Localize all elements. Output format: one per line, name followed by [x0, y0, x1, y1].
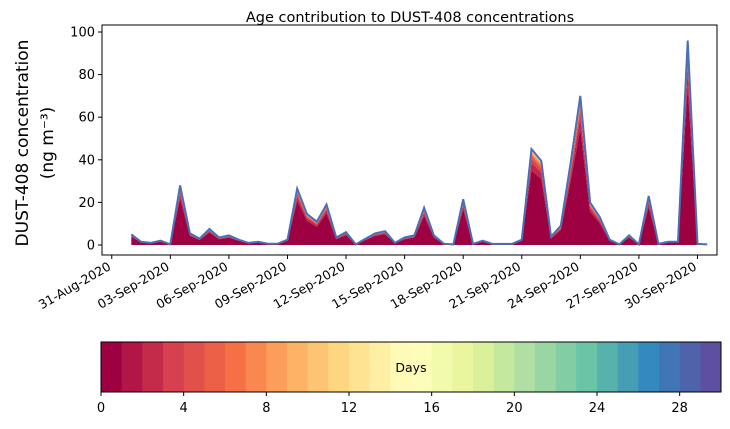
total-concentration-line — [130, 40, 708, 247]
colorbar-bin — [266, 342, 288, 392]
plot-frame — [101, 24, 718, 256]
colorbar-bin — [163, 342, 185, 392]
colorbar-bin — [245, 342, 267, 392]
colorbar-bin — [142, 342, 164, 392]
stacked-areas — [130, 40, 708, 247]
age-layer-area-4 — [131, 48, 708, 245]
colorbar-tick-label: 4 — [180, 401, 188, 416]
age-layer-area-3 — [131, 52, 708, 245]
x-ticks: 31-Aug-202003-Sep-202006-Sep-202009-Sep-… — [36, 255, 699, 312]
colorbar-tick-label: 12 — [341, 401, 358, 416]
colorbar-bin — [369, 342, 391, 392]
colorbar-bin — [597, 342, 619, 392]
colorbar-bin — [225, 342, 247, 392]
colorbar-label: Days — [395, 360, 426, 375]
colorbar: 0 4 8 12 16 20 24 28 — [97, 341, 722, 416]
colorbar-bin — [390, 342, 412, 392]
colorbar-bin — [638, 342, 660, 392]
y-axis-label-line2: (ng m⁻³) — [38, 107, 58, 180]
y-tick-label: 100 — [70, 26, 95, 41]
colorbar-bin — [576, 342, 598, 392]
y-tick-label: 60 — [78, 111, 95, 126]
age-layer-area-5 — [131, 45, 708, 245]
colorbar-bin — [101, 342, 123, 392]
age-layer-area-8 — [131, 40, 708, 245]
colorbar-bin — [514, 342, 536, 392]
colorbar-bin — [183, 342, 205, 392]
age-layer-area-1 — [131, 69, 708, 245]
colorbar-tick-label: 0 — [97, 401, 105, 416]
y-axis-label-line1: DUST-408 concentration — [13, 40, 33, 247]
y-tick-label: 20 — [78, 196, 95, 211]
age-layer-area-6 — [131, 43, 708, 245]
colorbar-bin — [121, 342, 143, 392]
age-layer-area-9 — [131, 40, 708, 245]
chart-title: Age contribution to DUST-408 concentrati… — [246, 10, 574, 26]
colorbar-tick-label: 24 — [589, 401, 606, 416]
colorbar-bin — [307, 342, 329, 392]
y-tick-label: 40 — [78, 153, 95, 168]
colorbar-bin — [679, 342, 701, 392]
colorbar-bin — [493, 342, 515, 392]
colorbar-bin — [473, 342, 495, 392]
colorbar-tick-label: 8 — [262, 401, 270, 416]
colorbar-bin — [287, 342, 309, 392]
age-layer-area-0 — [131, 85, 708, 245]
colorbar-bin — [452, 342, 474, 392]
colorbar-frame — [100, 341, 722, 393]
colorbar-bin — [659, 342, 681, 392]
colorbar-bin — [204, 342, 226, 392]
colorbar-bin — [328, 342, 350, 392]
age-layer-area-7 — [131, 42, 708, 245]
colorbar-tick-label: 28 — [671, 401, 688, 416]
y-tick-label: 0 — [87, 239, 95, 254]
age-layer-area-2 — [131, 58, 708, 245]
colorbar-bin — [535, 342, 557, 392]
colorbar-bin — [555, 342, 577, 392]
colorbar-bin — [617, 342, 639, 392]
colorbar-tick-label: 20 — [506, 401, 523, 416]
colorbar-bin — [431, 342, 453, 392]
y-tick-label: 80 — [78, 68, 95, 83]
colorbar-bin — [411, 342, 433, 392]
colorbar-bin — [349, 342, 371, 392]
colorbar-bin — [700, 342, 722, 392]
y-ticks: 0 20 40 60 80 100 — [70, 26, 102, 254]
colorbar-tick-label: 16 — [423, 401, 440, 416]
